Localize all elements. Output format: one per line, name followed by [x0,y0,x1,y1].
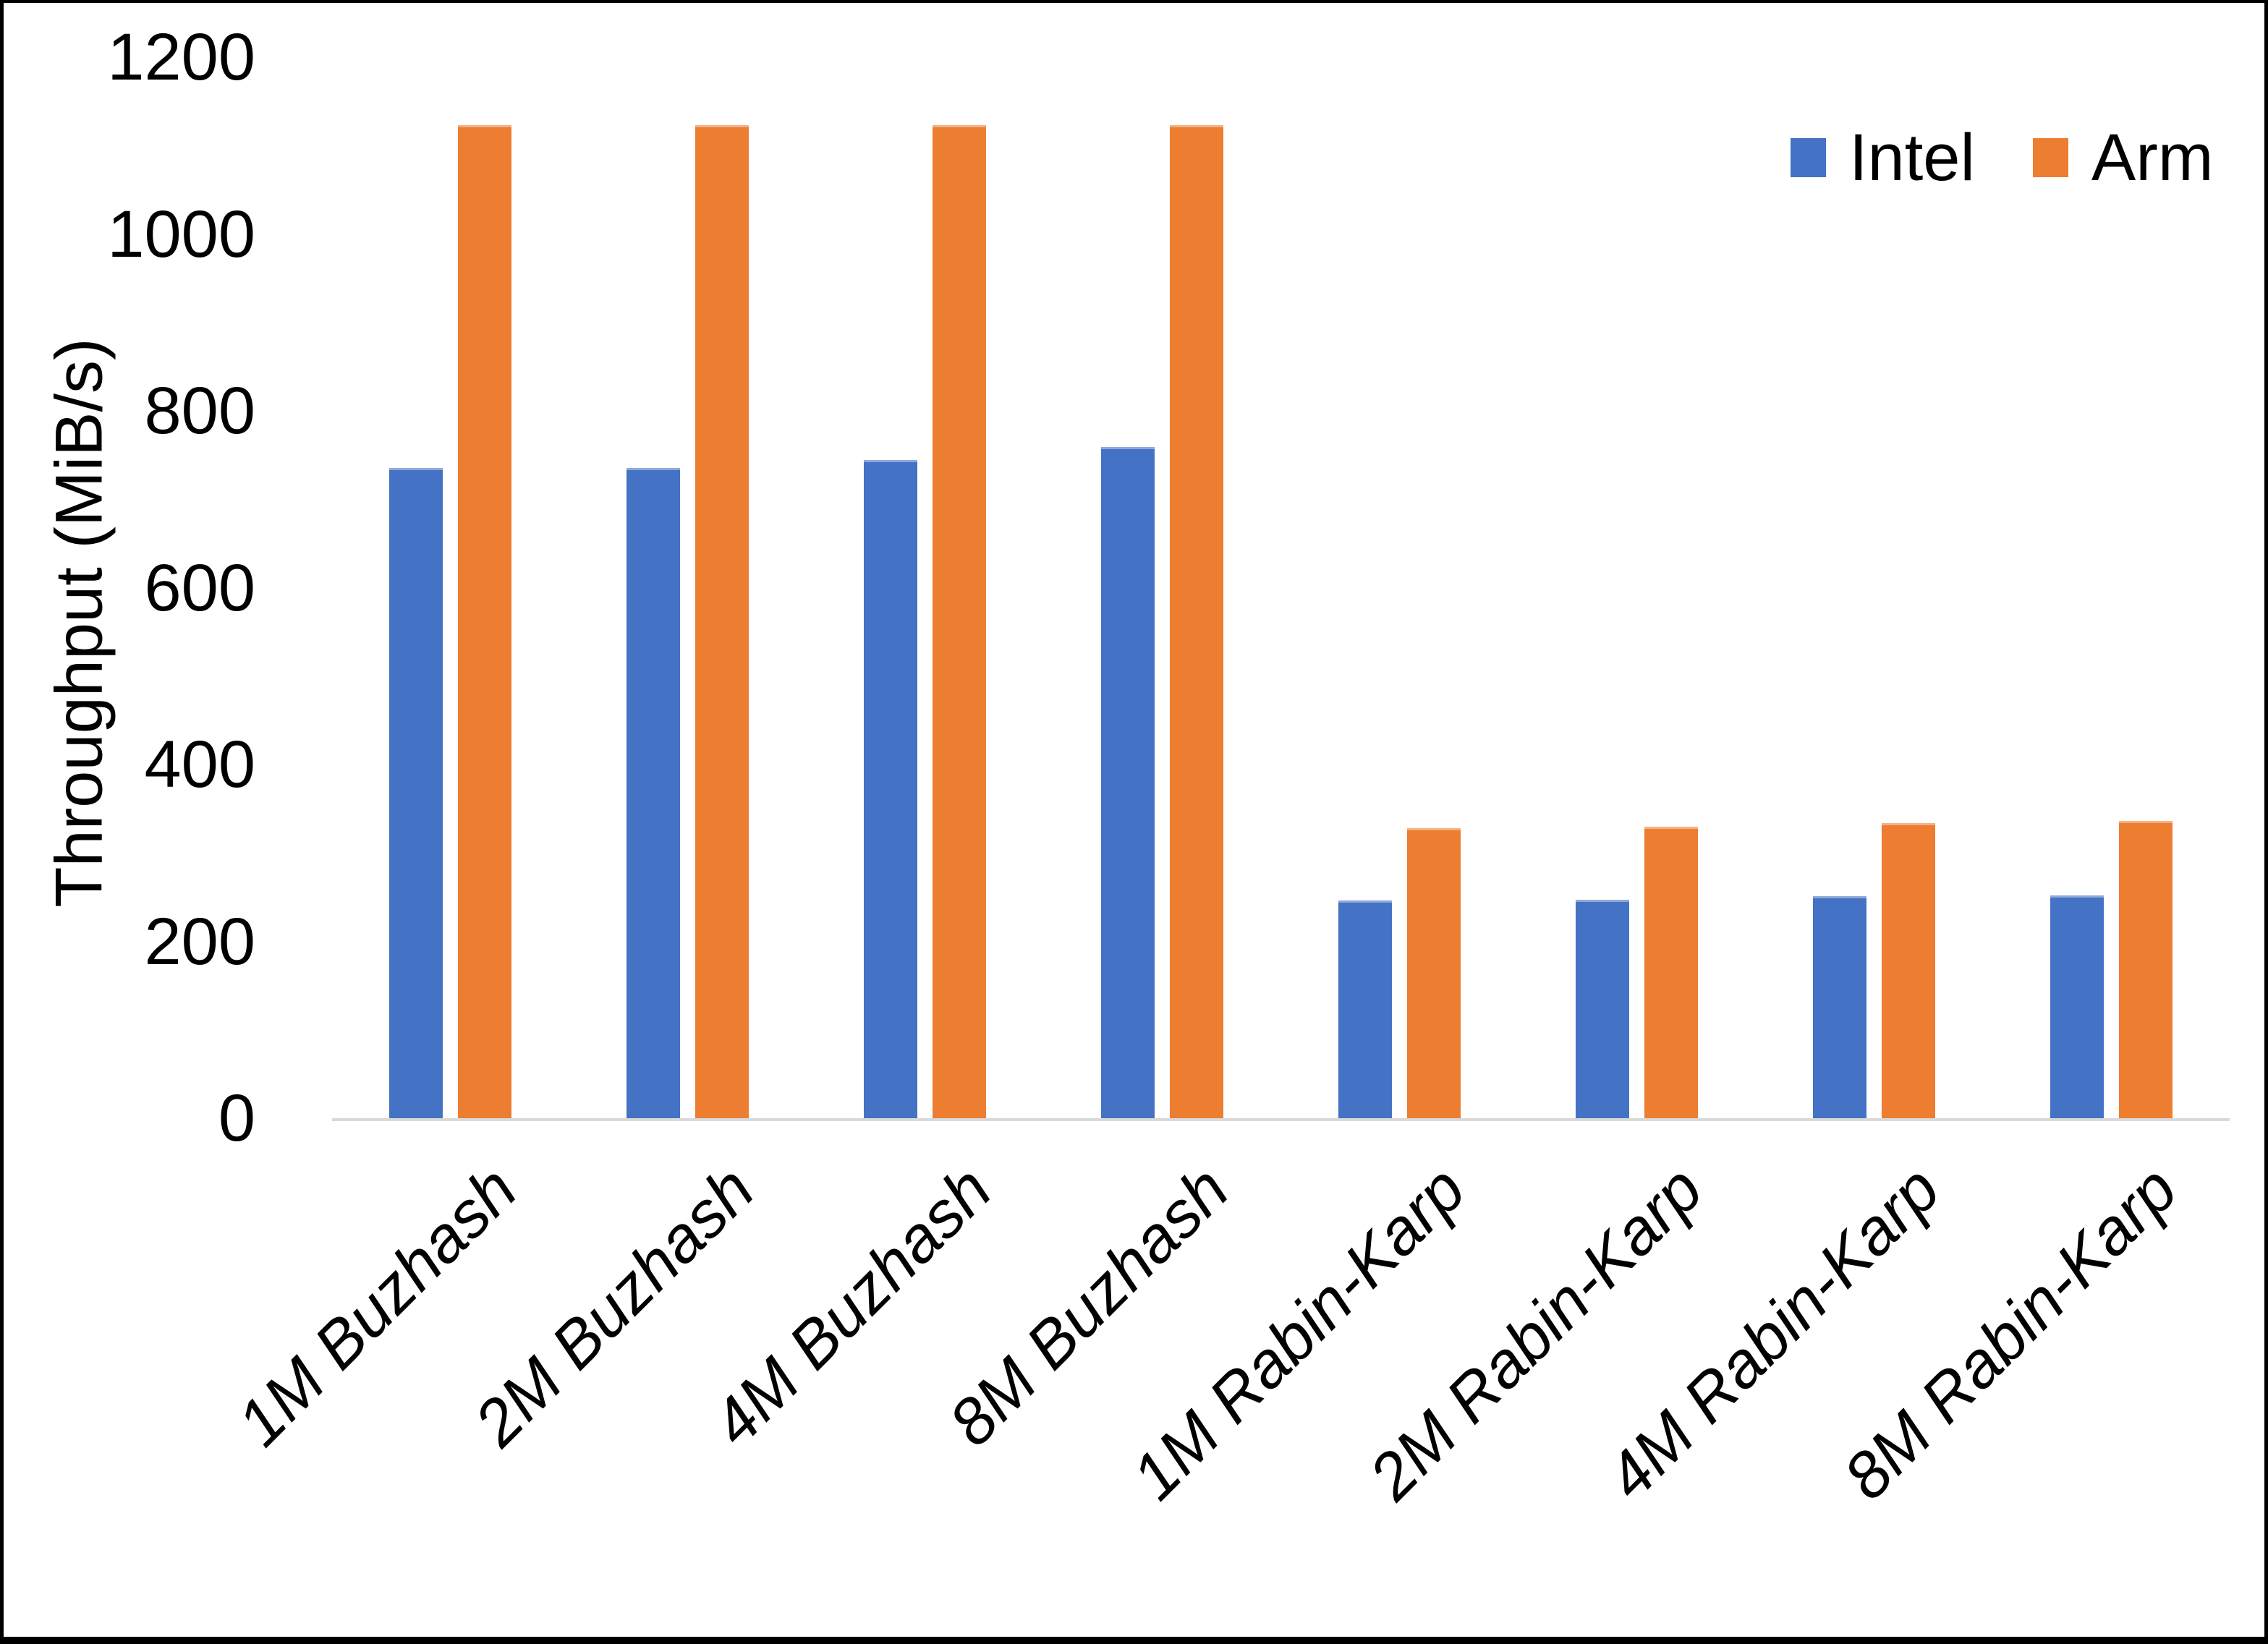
bar-intel [627,468,681,1118]
bar-group [1281,57,1519,1118]
bar-arm [2118,821,2173,1118]
bar-arm [1406,828,1461,1118]
y-tick-label: 0 [218,1081,255,1155]
bar-arm [1881,822,1935,1118]
legend-label: Intel [1849,121,1975,195]
bar-intel [2050,895,2104,1118]
legend-item: Intel [1791,124,1975,191]
y-tick-label: 1000 [107,197,255,271]
bar-group [332,57,569,1118]
bar-arm [933,125,987,1118]
y-axis-title: Throughput (MiB/s) [42,338,116,908]
bar-intel [864,460,918,1118]
y-tick-label: 200 [144,904,256,979]
bar-group [1518,57,1755,1118]
category-label: 8M Rabin-Karp [1830,1153,2191,1514]
category-label: 1M Rabin-Karp [1118,1153,1480,1514]
category-label: 8M Buzhash [935,1153,1243,1460]
y-tick-label: 800 [144,374,256,448]
bar-group [1044,57,1281,1118]
bar-group [1992,57,2230,1118]
bar-intel [1575,900,1629,1118]
bar-arm [1644,826,1698,1118]
plot-area [332,57,2230,1121]
y-tick-label: 600 [144,550,256,625]
legend: Intel Arm [1791,124,2214,191]
y-tick-label: 400 [144,728,256,801]
bar-group [1755,57,1992,1118]
category-label: 2M Rabin-Karp [1356,1153,1717,1514]
legend-swatch-intel [1791,138,1826,177]
bar-arm [695,125,749,1118]
category-label: 2M Buzhash [461,1153,768,1460]
category-label: 1M Buzhash [224,1153,531,1460]
bar-arm [1170,125,1224,1118]
bar-group [569,57,807,1118]
legend-item: Arm [2032,121,2214,195]
bar-intel [1338,900,1392,1118]
legend-label: Arm [2091,121,2214,195]
bar-intel [389,468,443,1118]
bar-intel [1812,896,1866,1118]
category-label: 4M Buzhash [697,1153,1006,1460]
bar-arm [458,125,512,1118]
legend-swatch-arm [2032,138,2068,177]
y-tick-label: 1200 [107,20,255,94]
category-label: 4M Rabin-Karp [1593,1153,1954,1514]
bar-intel [1101,447,1155,1118]
bar-group [807,57,1044,1118]
